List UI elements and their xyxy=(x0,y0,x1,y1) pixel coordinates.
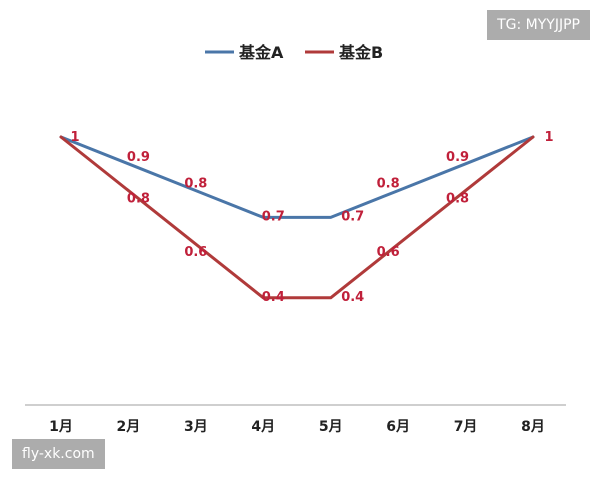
data-label: 0.9 xyxy=(446,150,469,165)
x-tick-label: 8月 xyxy=(521,419,545,435)
series-lines xyxy=(59,135,535,300)
data-label: 0.4 xyxy=(341,290,364,305)
data-labels: 0.9 0.8 0.7 0.7 0.8 0.9 1 0.8 0.6 0.4 0.4 0.6 0.8 1 xyxy=(70,130,553,305)
legend-label: 基金A xyxy=(238,43,284,62)
x-tick-label: 3月 xyxy=(184,419,208,435)
x-tick-label: 4月 xyxy=(251,419,275,435)
data-label: 0.8 xyxy=(127,192,150,207)
x-tick-label: 7月 xyxy=(454,419,478,435)
data-label: 0.4 xyxy=(262,290,285,305)
data-label: 0.8 xyxy=(184,177,207,192)
data-label: 0.9 xyxy=(127,150,150,165)
data-label: 0.6 xyxy=(184,245,207,260)
x-tick-label: 6月 xyxy=(386,419,410,435)
x-tick-label: 5月 xyxy=(319,419,343,435)
watermark-top: TG: MYYJJPP xyxy=(487,10,590,40)
watermark-bottom: fly-xk.com xyxy=(12,439,105,469)
data-label: 1 xyxy=(544,130,553,145)
series-line-b xyxy=(59,135,535,300)
x-tick-label: 2月 xyxy=(117,419,141,435)
data-label: 0.7 xyxy=(341,209,364,224)
data-label: 0.6 xyxy=(377,245,400,260)
x-tick-label: 1月 xyxy=(49,419,73,435)
data-label: 0.8 xyxy=(377,177,400,192)
legend-label: 基金B xyxy=(338,43,383,62)
x-axis: 1月 2月 3月 4月 5月 6月 7月 8月 xyxy=(25,404,566,435)
data-label: 1 xyxy=(70,130,79,145)
series-line-a xyxy=(59,135,535,219)
data-label: 0.7 xyxy=(262,209,285,224)
legend: 基金A 基金B xyxy=(205,43,383,62)
data-label: 0.8 xyxy=(446,192,469,207)
